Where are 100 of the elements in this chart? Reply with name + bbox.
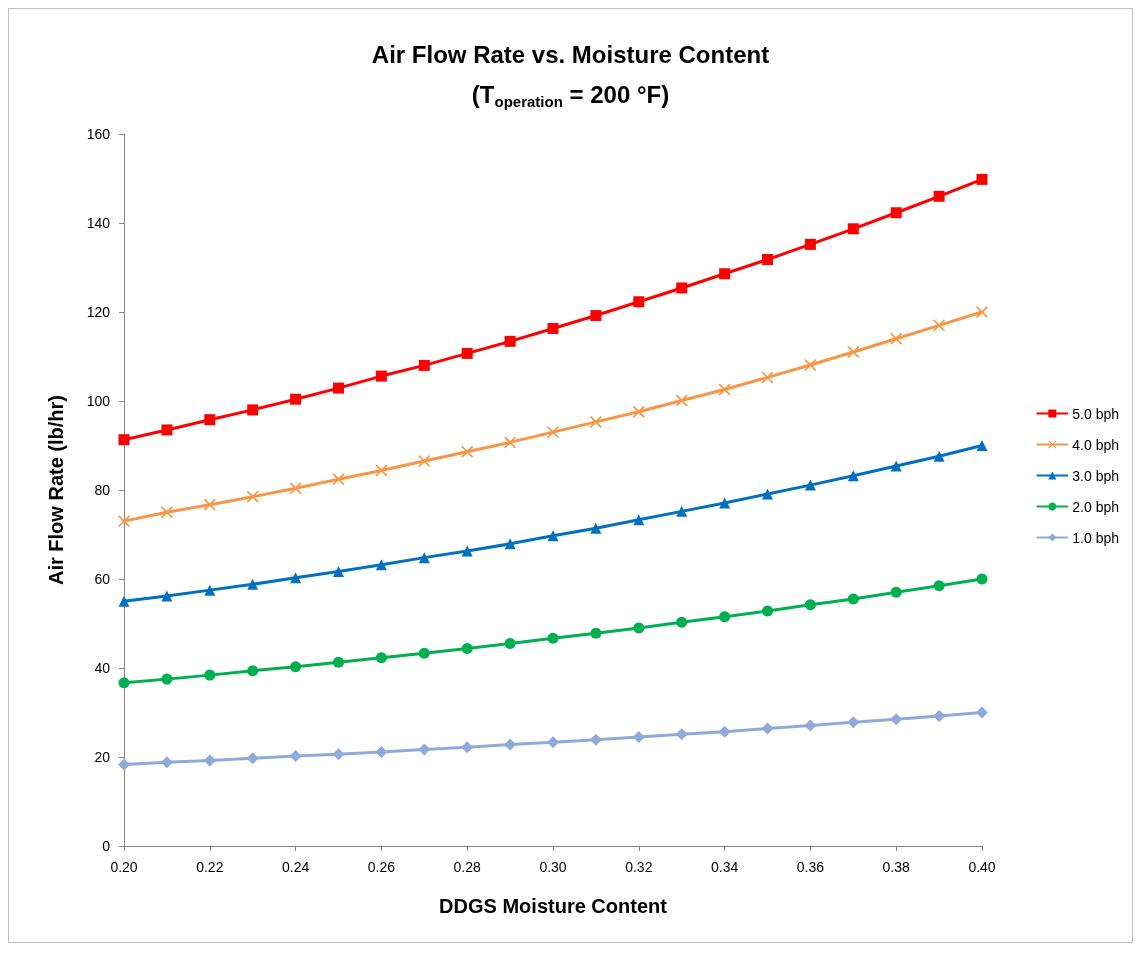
point xyxy=(418,743,431,756)
point xyxy=(804,719,817,732)
point xyxy=(547,632,559,644)
point xyxy=(289,482,302,495)
point xyxy=(290,393,302,405)
x-tick-label: 0.38 xyxy=(882,859,911,875)
y-tick-label: 120 xyxy=(86,304,111,320)
x-tick-label: 0.22 xyxy=(196,859,224,875)
point xyxy=(118,758,130,771)
x-tick-label: 0.24 xyxy=(281,859,310,875)
point xyxy=(204,584,216,596)
point xyxy=(118,515,130,528)
point xyxy=(890,713,903,726)
point xyxy=(290,661,302,673)
point xyxy=(933,190,945,202)
point xyxy=(161,424,173,436)
point xyxy=(890,460,902,472)
point xyxy=(461,445,474,458)
y-tick-label: 40 xyxy=(94,660,111,676)
point xyxy=(976,440,988,451)
point xyxy=(976,706,988,719)
point xyxy=(804,238,816,250)
point xyxy=(118,677,130,689)
point xyxy=(762,253,773,265)
y-tick-label: 160 xyxy=(86,126,111,142)
point xyxy=(933,450,945,462)
point xyxy=(246,490,259,503)
point xyxy=(290,572,302,584)
point xyxy=(590,310,602,322)
point xyxy=(890,207,902,219)
point xyxy=(161,673,173,685)
point xyxy=(804,599,816,611)
x-tick-label: 0.36 xyxy=(796,859,825,875)
x-tick-label: 0.34 xyxy=(710,859,739,875)
point xyxy=(547,426,559,439)
point xyxy=(203,498,216,511)
point xyxy=(933,580,945,592)
point xyxy=(547,322,559,334)
x-tick-label: 0.40 xyxy=(968,859,996,875)
legend-label: 5.0 bph xyxy=(1072,405,1120,422)
point xyxy=(847,593,859,605)
point xyxy=(633,296,645,308)
point xyxy=(718,725,731,738)
y-axis-title: Air Flow Rate (lb/hr) xyxy=(45,395,67,585)
point xyxy=(461,642,473,654)
point xyxy=(719,268,731,280)
legend-label: 3.0 bph xyxy=(1072,467,1120,484)
point xyxy=(590,627,602,639)
point xyxy=(804,479,816,491)
point xyxy=(676,616,688,628)
point xyxy=(847,470,859,482)
point xyxy=(847,716,860,729)
point xyxy=(461,347,473,359)
point xyxy=(418,647,430,659)
point xyxy=(976,573,988,585)
x-tick-label: 0.26 xyxy=(367,859,396,875)
point xyxy=(633,514,645,526)
point xyxy=(160,506,173,519)
legend-label: 4.0 bph xyxy=(1072,436,1120,453)
point xyxy=(203,754,216,767)
point xyxy=(761,722,774,735)
point xyxy=(504,638,516,650)
point xyxy=(289,750,302,763)
point xyxy=(333,382,344,394)
point xyxy=(204,414,216,426)
point xyxy=(890,332,903,345)
point xyxy=(762,488,773,500)
x-axis-title: DDGS Moisture Content xyxy=(439,895,668,917)
point xyxy=(247,665,259,677)
point xyxy=(461,741,474,754)
point xyxy=(375,559,387,571)
point xyxy=(375,652,387,664)
y-tick-label: 80 xyxy=(94,482,111,498)
point xyxy=(547,530,559,542)
point xyxy=(247,578,259,590)
x-tick-label: 0.30 xyxy=(539,859,567,875)
y-tick-label: 20 xyxy=(94,749,111,765)
point xyxy=(719,497,731,509)
point xyxy=(418,359,430,371)
point xyxy=(461,545,473,557)
point xyxy=(633,622,645,634)
point xyxy=(375,746,388,759)
point xyxy=(161,590,173,602)
point xyxy=(675,394,688,407)
x-tick-label: 0.32 xyxy=(625,859,653,875)
point xyxy=(590,522,602,534)
point xyxy=(718,383,731,396)
y-tick-label: 0 xyxy=(102,838,111,854)
point xyxy=(375,370,387,382)
y-tick-label: 60 xyxy=(94,571,111,587)
y-tick-label: 100 xyxy=(86,393,111,409)
y-tick-label: 140 xyxy=(86,215,111,231)
point xyxy=(118,595,130,607)
point xyxy=(204,669,216,681)
point xyxy=(504,538,516,550)
x-tick-label: 0.28 xyxy=(453,859,482,875)
point xyxy=(676,282,688,294)
point xyxy=(719,611,731,623)
point xyxy=(761,371,774,384)
point xyxy=(333,565,344,577)
